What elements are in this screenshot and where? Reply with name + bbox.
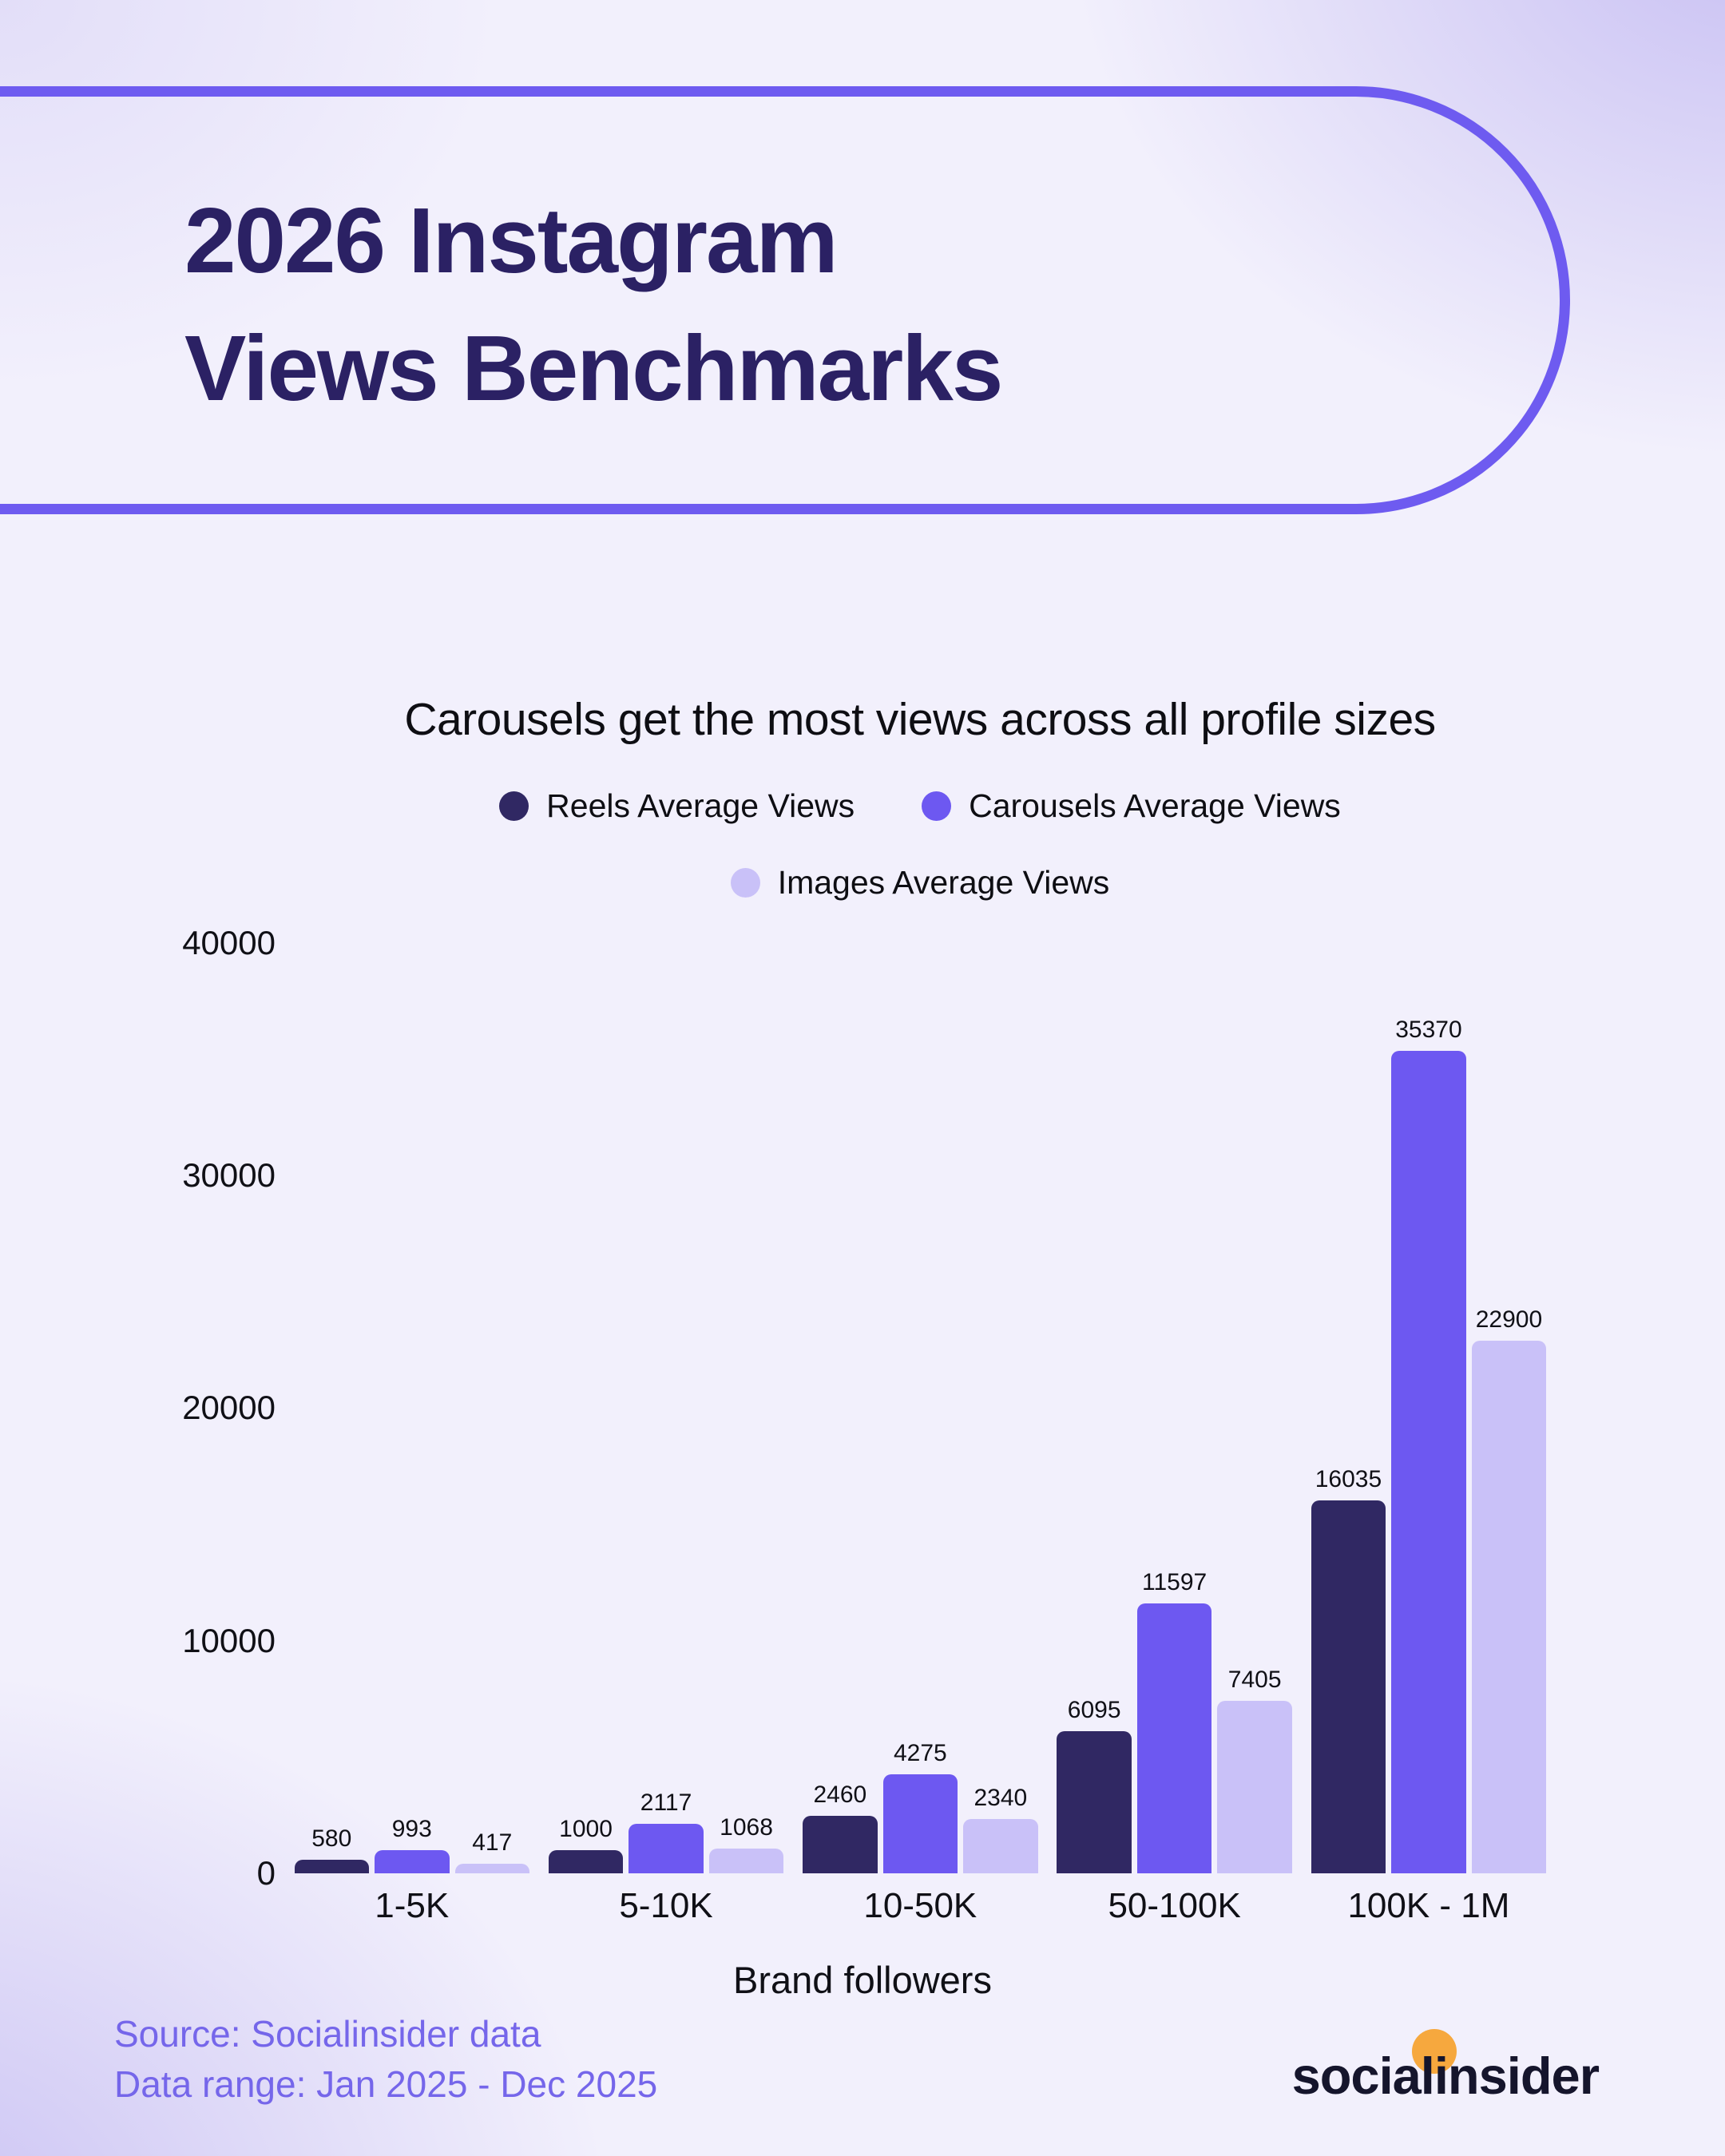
bar-images-10-50K: 2340	[963, 1785, 1038, 1873]
bar-carousels-10-50K: 4275	[882, 1740, 958, 1873]
x-axis-category-label: 1-5K	[375, 1886, 450, 1925]
legend-label: Carousels Average Views	[969, 787, 1341, 824]
bar-group-10-50K: 2460 4275 2340 10-50K	[803, 926, 1038, 1925]
carousels-legend-dot-icon	[922, 791, 952, 821]
bar-value-label: 4275	[893, 1739, 947, 1766]
bar-carousels-1-5K: 993	[375, 1816, 450, 1873]
y-axis-tick-label: 20000	[182, 1389, 276, 1427]
bar-images-5-10K: 1068	[708, 1814, 784, 1873]
bar-carousels-5-10K: 2117	[629, 1789, 704, 1873]
chart-title: Carousels get the most views across all …	[404, 694, 1436, 745]
bar-value-label: 11597	[1142, 1569, 1208, 1596]
bar-group-1-5K: 580 993 417 1-5K	[294, 926, 529, 1925]
page-title-line1: 2026 Instagram	[184, 188, 839, 292]
bar-value-label: 993	[391, 1816, 432, 1843]
y-axis-tick-label: 0	[256, 1854, 276, 1892]
y-axis-tick-label: 30000	[182, 1156, 276, 1195]
legend-item-carousels: Carousels Average Views	[922, 787, 1341, 825]
page-title-line2: Views Benchmarks	[184, 316, 1003, 420]
logo-text-part2: li	[1411, 2029, 1457, 2106]
x-axis-category-label: 100K - 1M	[1347, 1886, 1510, 1925]
legend-item-images: Images Average Views	[730, 864, 1110, 902]
header-capsule: 2026 Instagram Views Benchmarks	[0, 86, 1570, 514]
page-title: 2026 Instagram Views Benchmarks	[184, 176, 1560, 432]
bar-reels-100K-1M: 16035	[1311, 1466, 1386, 1873]
source-line: Source: Socialinsider data	[114, 2013, 541, 2055]
logo-text-part3: nsider	[1447, 2047, 1600, 2105]
bar-value-label: 6095	[1067, 1697, 1121, 1724]
y-axis-tick-label: 40000	[182, 923, 276, 961]
data-range-line: Data range: Jan 2025 - Dec 2025	[114, 2063, 658, 2105]
legend-label: Reels Average Views	[546, 787, 855, 824]
bar-value-label: 7405	[1227, 1667, 1282, 1694]
bar-reels-1-5K: 580	[294, 1825, 369, 1873]
x-axis-category-label: 5-10K	[619, 1886, 713, 1925]
bar-carousels-50-100K: 11597	[1136, 1569, 1212, 1873]
bar-images-1-5K: 417	[454, 1829, 529, 1873]
bar-value-label: 417	[472, 1829, 513, 1856]
legend-label: Images Average Views	[777, 864, 1110, 901]
legend-row-2: Images Average Views	[115, 864, 1725, 902]
legend-row-1: Reels Average Views Carousels Average Vi…	[115, 787, 1725, 825]
bar-value-label: 35370	[1395, 1016, 1462, 1043]
bar-images-50-100K: 7405	[1217, 1667, 1292, 1873]
reels-legend-dot-icon	[499, 791, 529, 821]
bar-value-label: 16035	[1315, 1465, 1382, 1492]
bar-value-label: 22900	[1475, 1306, 1543, 1334]
y-axis-tick-label: 10000	[182, 1621, 276, 1659]
bar-value-label: 1000	[559, 1815, 613, 1842]
source-note: Source: Socialinsider data Data range: J…	[114, 2009, 657, 2110]
bar-value-label: 1068	[720, 1813, 773, 1841]
bar-reels-50-100K: 6095	[1057, 1697, 1132, 1873]
socialinsider-logo: socia li nsider	[1291, 2029, 1600, 2106]
logo-li-letters: li	[1420, 2047, 1449, 2105]
legend-item-reels: Reels Average Views	[499, 787, 855, 825]
bar-value-label: 2117	[640, 1789, 692, 1817]
bar-group-5-10K: 1000 2117 1068 5-10K	[548, 926, 784, 1925]
bar-group-100K-1M: 16035 35370 22900 100K - 1M	[1311, 926, 1547, 1925]
bar-carousels-100K-1M: 35370	[1391, 1017, 1466, 1873]
images-legend-dot-icon	[730, 868, 760, 898]
x-axis-title: Brand followers	[733, 1959, 992, 2001]
bar-reels-5-10K: 1000	[548, 1816, 624, 1873]
bar-value-label: 2340	[974, 1784, 1028, 1811]
bar-value-label: 580	[311, 1825, 352, 1853]
bar-reels-10-50K: 2460	[803, 1781, 878, 1873]
x-axis-category-label: 10-50K	[863, 1886, 978, 1925]
bar-images-100K-1M: 22900	[1471, 1306, 1547, 1873]
bar-group-50-100K: 6095 11597 7405 50-100K	[1057, 926, 1292, 1925]
logo-text-part1: socia	[1291, 2047, 1422, 2105]
bar-value-label: 2460	[813, 1781, 867, 1809]
x-axis-category-label: 50-100K	[1108, 1886, 1241, 1925]
